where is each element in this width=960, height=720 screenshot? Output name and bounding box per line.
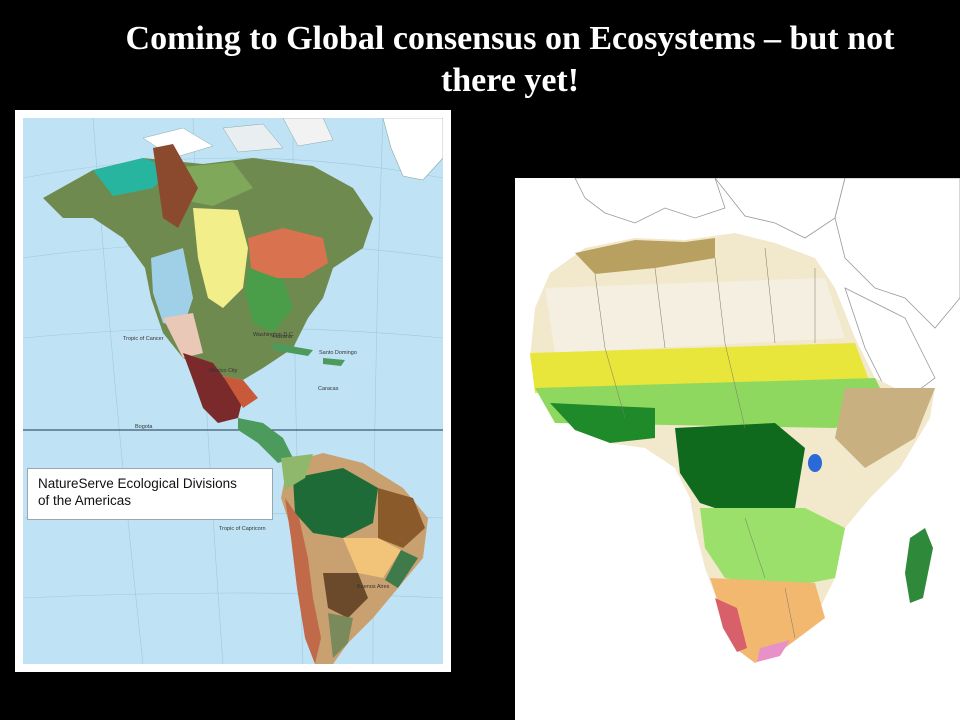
madagascar bbox=[905, 528, 933, 603]
label-bogota: Bogota bbox=[135, 424, 153, 430]
cerrado-zone bbox=[343, 538, 401, 578]
horn-of-africa-zone bbox=[835, 388, 935, 468]
andes-zone bbox=[285, 498, 321, 664]
americas-legend-box: NatureServe Ecological Divisions of the … bbox=[27, 468, 273, 520]
legend-line-1: NatureServe Ecological Divisions bbox=[38, 476, 237, 491]
greenland bbox=[382, 118, 443, 181]
label-santo-domingo: Santo Domingo bbox=[319, 350, 357, 356]
americas-map-graphic: Washington D.C. Havana Mexico City Santo… bbox=[23, 118, 443, 664]
caatinga-zone bbox=[378, 488, 425, 548]
label-tropic-capricorn: Tropic of Capricorn bbox=[219, 526, 266, 532]
slide-title: Coming to Global consensus on Ecosystems… bbox=[60, 18, 960, 102]
great-plains-zone bbox=[193, 208, 248, 308]
atlantic-forest-zone bbox=[385, 550, 418, 588]
africa-map-graphic bbox=[530, 178, 960, 663]
label-mexico-city: Mexico City bbox=[209, 368, 238, 374]
tundra-zone bbox=[93, 158, 173, 196]
mexico-zone bbox=[183, 353, 243, 423]
congo-forest-zone bbox=[675, 423, 805, 518]
arctic-island bbox=[222, 123, 284, 153]
sahel-zone bbox=[530, 343, 870, 393]
amazon-zone bbox=[293, 468, 378, 538]
label-caracas: Caracas bbox=[318, 386, 339, 392]
llanos-zone bbox=[281, 454, 313, 490]
legend-line-2: of the Americas bbox=[38, 493, 132, 508]
arctic-island bbox=[282, 118, 334, 147]
eastern-forest-zone bbox=[248, 228, 328, 278]
desert-zone bbox=[163, 313, 203, 358]
central-america bbox=[238, 418, 293, 463]
cuba bbox=[273, 343, 313, 356]
southeast-forest-zone bbox=[245, 268, 293, 333]
americas-ecological-map: Washington D.C. Havana Mexico City Santo… bbox=[15, 110, 451, 672]
label-buenos-aires: Buenos Aires bbox=[357, 584, 390, 590]
miombo-woodland-zone bbox=[700, 508, 845, 588]
hispaniola bbox=[323, 358, 345, 366]
africa-ecosystem-map bbox=[515, 178, 960, 720]
surrounding-land-outlines bbox=[574, 178, 960, 409]
pampas-zone bbox=[328, 613, 353, 658]
label-tropic-cancer: Tropic of Cancer bbox=[123, 336, 164, 342]
mediterranean-zone bbox=[575, 238, 715, 274]
chaco-zone bbox=[323, 573, 368, 618]
cordillera-zone bbox=[153, 144, 198, 228]
label-havana: Havana bbox=[273, 334, 293, 340]
lake-victoria bbox=[808, 454, 822, 472]
title-line-1: Coming to Global consensus on Ecosystems… bbox=[125, 20, 895, 57]
country-borders bbox=[594, 247, 816, 639]
west-african-forest-zone bbox=[550, 403, 655, 443]
fynbos-zone bbox=[757, 640, 790, 662]
title-line-2: there yet! bbox=[440, 62, 580, 99]
mexico-east-zone bbox=[223, 376, 258, 408]
namib-zone bbox=[715, 598, 747, 652]
label-washington: Washington D.C. bbox=[253, 332, 295, 338]
great-basin-zone bbox=[151, 248, 193, 328]
